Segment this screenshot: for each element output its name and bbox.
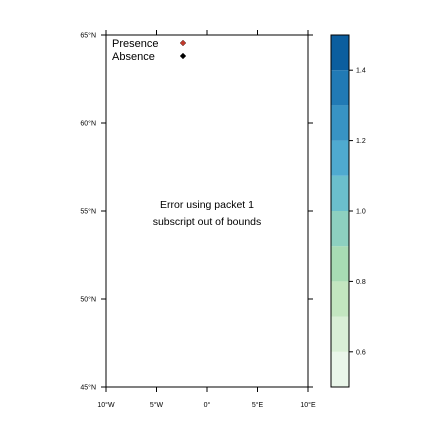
plot-frame	[105, 34, 309, 388]
y-tick-label: 50°N	[80, 296, 96, 304]
colorbar-tick-label: 1.0	[356, 209, 366, 216]
y-axis: 45°N 50°N 55°N 60°N 65°N	[80, 32, 313, 392]
colorbar-bin	[331, 140, 349, 176]
colorbar-bin	[331, 70, 349, 106]
x-tick-label: 10°E	[300, 401, 316, 409]
x-tick-label: 10°W	[97, 401, 115, 409]
legend-label: Absence	[112, 51, 155, 63]
x-axis: 10°W 5°W 0° 5°E 10°E	[97, 30, 316, 409]
colorbar: 0.6 0.8 1.0 1.2 1.4	[330, 34, 366, 388]
error-message-line-1: Error using packet 1	[160, 199, 254, 211]
plot-panel	[105, 34, 309, 388]
x-tick-label: 5°E	[252, 401, 264, 409]
colorbar-tick-label: 0.8	[356, 279, 366, 286]
y-tick-label: 55°N	[80, 208, 96, 216]
colorbar-bin	[331, 246, 349, 282]
colorbar-bin	[331, 105, 349, 141]
colorbar-bin	[331, 35, 349, 71]
colorbar-bin	[331, 316, 349, 352]
colorbar-bin	[331, 281, 349, 317]
colorbar-tick-label: 1.2	[356, 138, 366, 145]
legend-marker	[179, 39, 187, 47]
colorbar-bin	[331, 211, 349, 247]
error-message-line-2: subscript out of bounds	[153, 216, 262, 228]
colorbar-bin	[331, 175, 349, 211]
legend-marker	[179, 52, 187, 60]
legend-label: Presence	[112, 38, 158, 50]
y-tick-label: 65°N	[80, 32, 96, 40]
y-tick-label: 45°N	[80, 384, 96, 392]
y-tick-label: 60°N	[80, 120, 96, 128]
colorbar-tick-label: 1.4	[356, 68, 366, 75]
error-message: Error using packet 1 subscript out of bo…	[153, 199, 262, 228]
x-tick-label: 5°W	[150, 401, 164, 409]
colorbar-tick-label: 0.6	[356, 349, 366, 356]
colorbar-bin	[331, 351, 349, 387]
x-tick-label: 0°	[204, 401, 211, 409]
